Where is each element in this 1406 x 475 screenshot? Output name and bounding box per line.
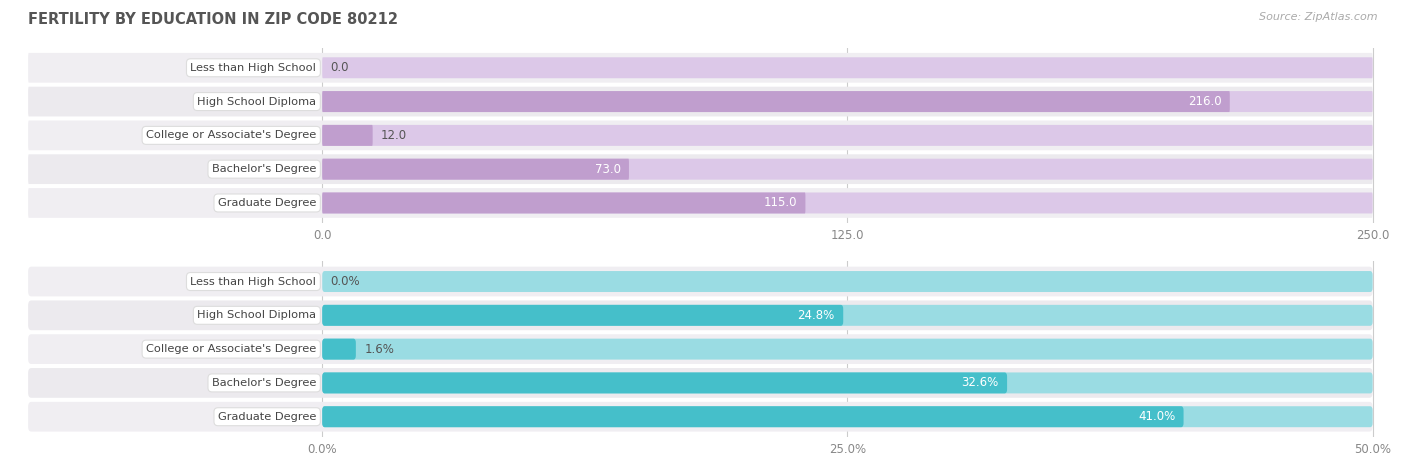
Text: High School Diploma: High School Diploma bbox=[197, 96, 316, 106]
FancyBboxPatch shape bbox=[322, 159, 1372, 180]
Text: College or Associate's Degree: College or Associate's Degree bbox=[146, 130, 316, 141]
FancyBboxPatch shape bbox=[28, 266, 1372, 296]
Text: College or Associate's Degree: College or Associate's Degree bbox=[146, 344, 316, 354]
Text: High School Diploma: High School Diploma bbox=[197, 310, 316, 320]
FancyBboxPatch shape bbox=[322, 271, 1372, 292]
FancyBboxPatch shape bbox=[322, 372, 1372, 393]
FancyBboxPatch shape bbox=[28, 154, 1372, 184]
FancyBboxPatch shape bbox=[28, 334, 1372, 364]
FancyBboxPatch shape bbox=[28, 87, 1372, 116]
FancyBboxPatch shape bbox=[322, 125, 373, 146]
Text: 0.0%: 0.0% bbox=[330, 275, 360, 288]
Text: Less than High School: Less than High School bbox=[190, 276, 316, 286]
FancyBboxPatch shape bbox=[322, 305, 1372, 326]
FancyBboxPatch shape bbox=[28, 121, 1372, 150]
Text: 0.0: 0.0 bbox=[330, 61, 349, 74]
FancyBboxPatch shape bbox=[322, 91, 1230, 112]
FancyBboxPatch shape bbox=[322, 192, 1372, 213]
FancyBboxPatch shape bbox=[322, 305, 844, 326]
Text: 1.6%: 1.6% bbox=[364, 342, 394, 356]
Text: Source: ZipAtlas.com: Source: ZipAtlas.com bbox=[1260, 12, 1378, 22]
FancyBboxPatch shape bbox=[322, 406, 1372, 427]
Text: Less than High School: Less than High School bbox=[190, 63, 316, 73]
FancyBboxPatch shape bbox=[322, 91, 1372, 112]
FancyBboxPatch shape bbox=[322, 192, 806, 213]
Text: 73.0: 73.0 bbox=[595, 162, 620, 176]
FancyBboxPatch shape bbox=[28, 53, 1372, 83]
Text: 12.0: 12.0 bbox=[381, 129, 408, 142]
FancyBboxPatch shape bbox=[28, 301, 1372, 330]
Text: 41.0%: 41.0% bbox=[1137, 410, 1175, 423]
Text: 32.6%: 32.6% bbox=[962, 376, 998, 390]
Text: Bachelor's Degree: Bachelor's Degree bbox=[212, 164, 316, 174]
FancyBboxPatch shape bbox=[322, 159, 628, 180]
Text: Bachelor's Degree: Bachelor's Degree bbox=[212, 378, 316, 388]
FancyBboxPatch shape bbox=[28, 402, 1372, 432]
FancyBboxPatch shape bbox=[322, 57, 1372, 78]
Text: FERTILITY BY EDUCATION IN ZIP CODE 80212: FERTILITY BY EDUCATION IN ZIP CODE 80212 bbox=[28, 12, 398, 27]
FancyBboxPatch shape bbox=[322, 339, 356, 360]
Text: 216.0: 216.0 bbox=[1188, 95, 1222, 108]
Text: 115.0: 115.0 bbox=[763, 197, 797, 209]
FancyBboxPatch shape bbox=[322, 339, 1372, 360]
Text: 24.8%: 24.8% bbox=[797, 309, 835, 322]
Text: Graduate Degree: Graduate Degree bbox=[218, 412, 316, 422]
FancyBboxPatch shape bbox=[322, 372, 1007, 393]
FancyBboxPatch shape bbox=[28, 188, 1372, 218]
FancyBboxPatch shape bbox=[322, 125, 1372, 146]
FancyBboxPatch shape bbox=[28, 368, 1372, 398]
Text: Graduate Degree: Graduate Degree bbox=[218, 198, 316, 208]
FancyBboxPatch shape bbox=[322, 406, 1184, 427]
